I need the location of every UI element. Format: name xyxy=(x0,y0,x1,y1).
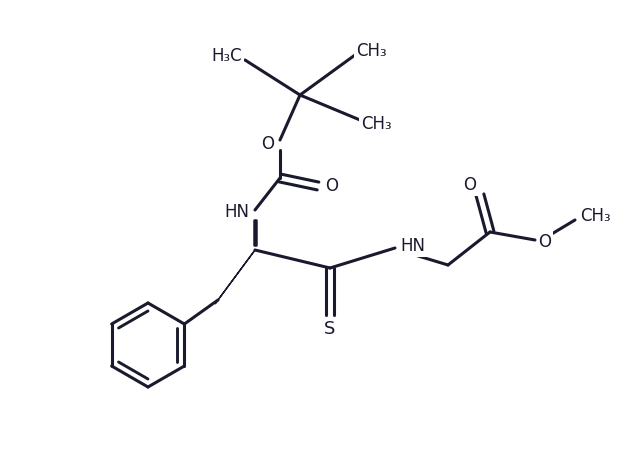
Text: H₃C: H₃C xyxy=(212,47,243,65)
Text: CH₃: CH₃ xyxy=(361,115,391,133)
Text: CH₃: CH₃ xyxy=(356,42,387,60)
Text: S: S xyxy=(324,320,336,338)
Text: O: O xyxy=(262,135,275,153)
Text: O: O xyxy=(326,177,339,195)
Text: CH₃: CH₃ xyxy=(580,207,611,225)
Text: O: O xyxy=(538,233,552,251)
Text: O: O xyxy=(463,176,477,194)
Text: HN: HN xyxy=(401,237,426,255)
Polygon shape xyxy=(215,250,255,304)
Text: HN: HN xyxy=(225,203,250,221)
